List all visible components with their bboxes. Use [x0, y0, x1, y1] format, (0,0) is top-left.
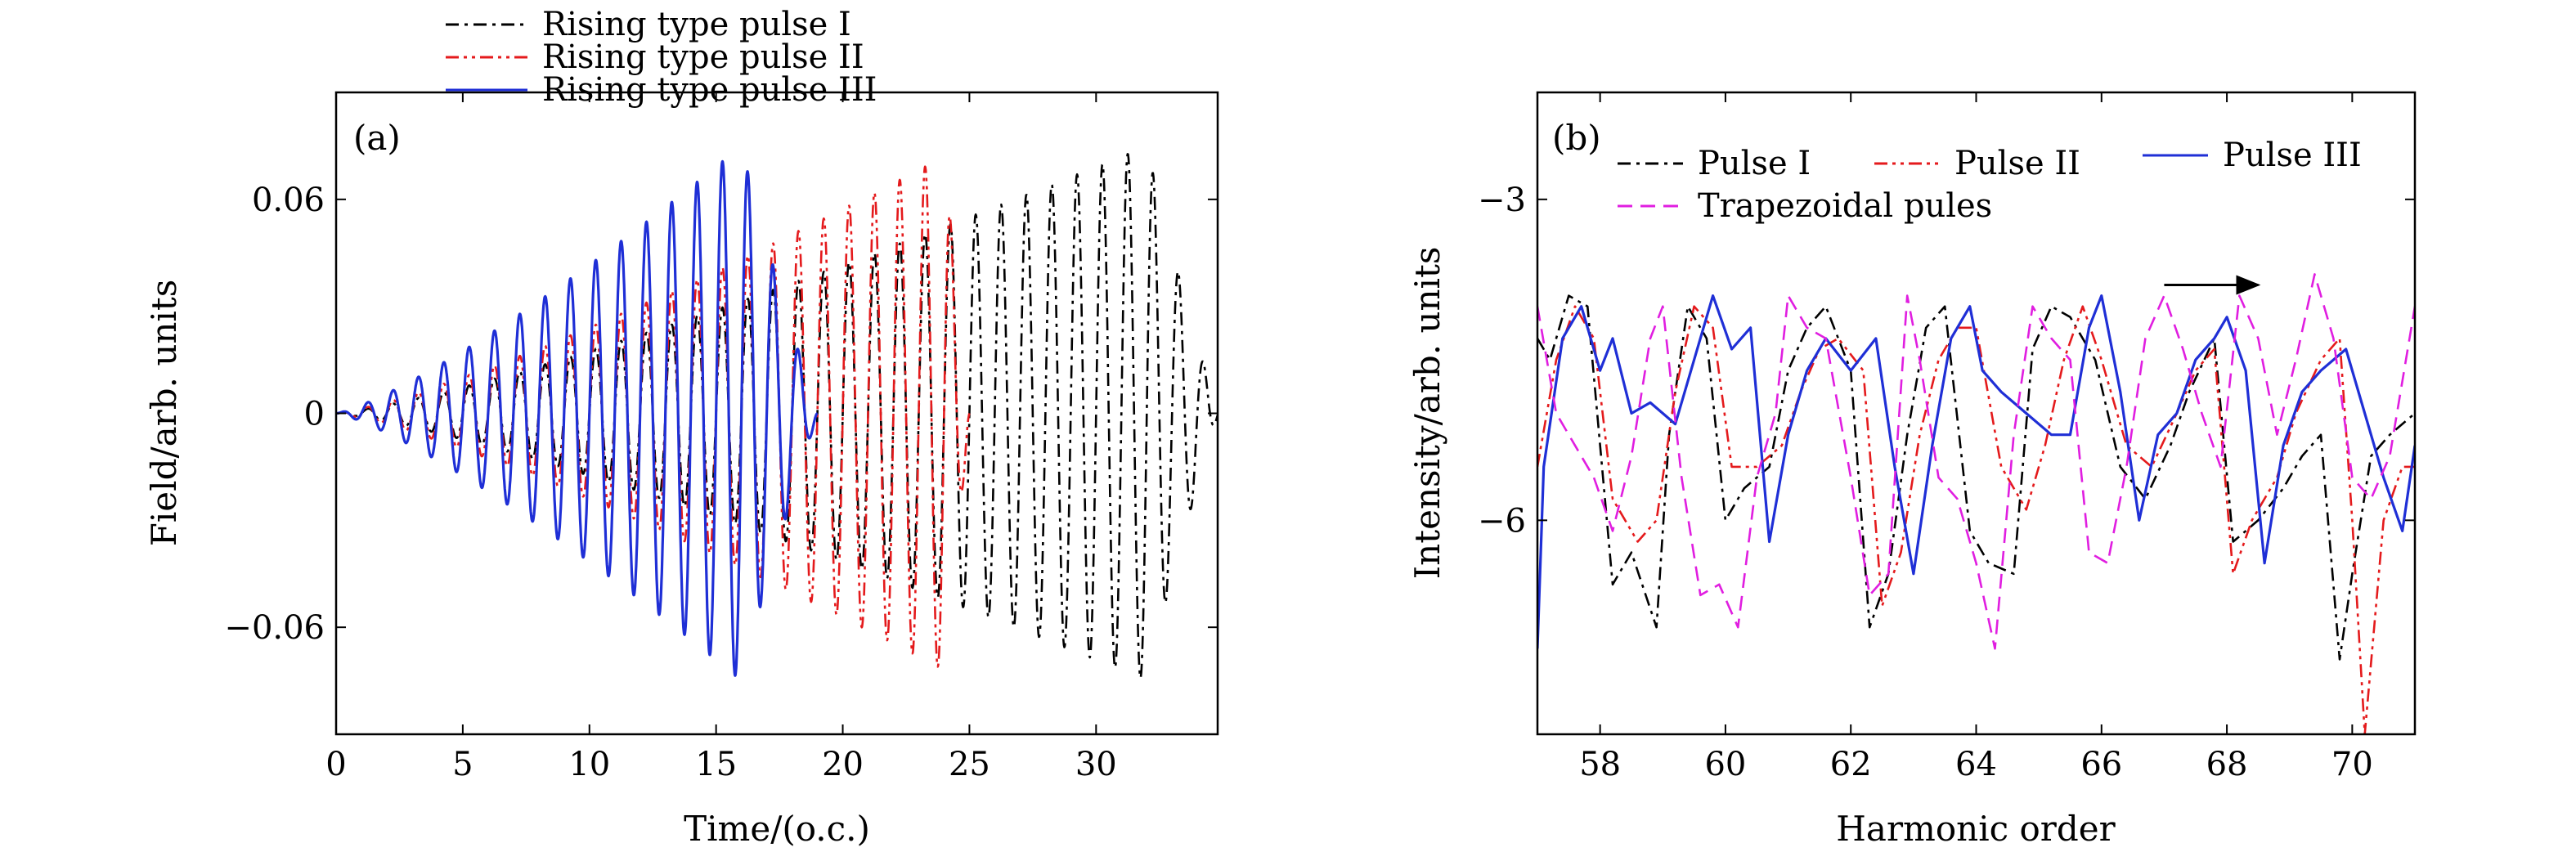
panel-b-xtick-label: 60 [1704, 746, 1746, 783]
panel-b-series-pulse-i [1537, 294, 2415, 661]
panel-a-ylabel: Field/arb. units [144, 280, 184, 547]
panel-a-xtick-label: 20 [822, 746, 864, 783]
legend-label-pulse-i: Pulse I [1698, 145, 1811, 182]
panel-a-ticks: 0 5 10 15 20 25 30 −0.06 0 0.06 [224, 92, 1218, 783]
panel-a-label: (a) [353, 118, 401, 158]
legend-label-rising-type-pulse-iii: Rising type pulse III [542, 71, 877, 109]
panel-b-ytick-label: −6 [1478, 502, 1526, 540]
panel-b-xtick-label: 62 [1830, 746, 1872, 783]
panel-a-xtick-label: 30 [1075, 746, 1117, 783]
panel-b-xtick-label: 64 [1955, 746, 1997, 783]
panel-b-xtick-label: 70 [2331, 746, 2373, 783]
panel-b-ticks: 58 60 62 64 66 68 70 −6 −3 [1478, 92, 2415, 783]
panel-b-series-pulse-ii [1537, 305, 2415, 734]
panel-b-xlabel: Harmonic order [1836, 809, 2116, 849]
panel-b-series-group [1537, 273, 2415, 734]
panel-a-ytick-label: −0.06 [224, 609, 325, 647]
panel-b-xtick-label: 58 [1579, 746, 1621, 783]
panel-b-series-trapezoidal-pules [1537, 273, 2415, 650]
panel-a-ytick-label: 0.06 [252, 182, 325, 219]
panel-a-xtick-label: 5 [452, 746, 473, 783]
legend-label-rising-type-pulse-ii: Rising type pulse II [542, 38, 864, 76]
legend-label-pulse-ii: Pulse II [1954, 145, 2080, 182]
panel-a: 0 5 10 15 20 25 30 −0.06 0 0.06 (a) Time/(o.c.) F… [144, 6, 1219, 849]
panel-b-ylabel: Intensity/arb. units [1407, 247, 1447, 580]
panel-a-xtick-label: 15 [695, 746, 737, 783]
panel-a-series-group [336, 153, 1218, 679]
panel-b: 58 60 62 64 66 68 70 −6 −3 (b) Harmonic order In… [1407, 91, 2417, 849]
panel-b-label: (b) [1552, 118, 1601, 158]
panel-b-legend: Pulse I Pulse II Pulse III Trapezoidal pule… [1618, 137, 2362, 225]
panel-a-series-rising-type-pulse-iii [336, 159, 819, 677]
panel-a-xlabel: Time/(o.c.) [684, 809, 870, 849]
panel-b-ytick-label: −3 [1478, 182, 1526, 219]
panel-a-frame [334, 91, 1219, 736]
panel-a-series-rising-type-pulse-i [336, 153, 1218, 679]
legend-label-pulse-iii: Pulse III [2223, 137, 2362, 174]
panel-a-ytick-label: 0 [304, 396, 325, 433]
panel-b-series-pulse-iii [1537, 294, 2415, 649]
panel-b-xtick-label: 66 [2080, 746, 2122, 783]
panel-a-xtick-label: 25 [949, 746, 990, 783]
panel-a-xtick-label: 10 [568, 746, 610, 783]
panel-a-xtick-label: 0 [325, 746, 346, 783]
legend-label-trapezoidal-pules: Trapezoidal pules [1698, 187, 1992, 225]
legend-label-rising-type-pulse-i: Rising type pulse I [542, 6, 851, 43]
panel-b-xtick-label: 68 [2206, 746, 2248, 783]
